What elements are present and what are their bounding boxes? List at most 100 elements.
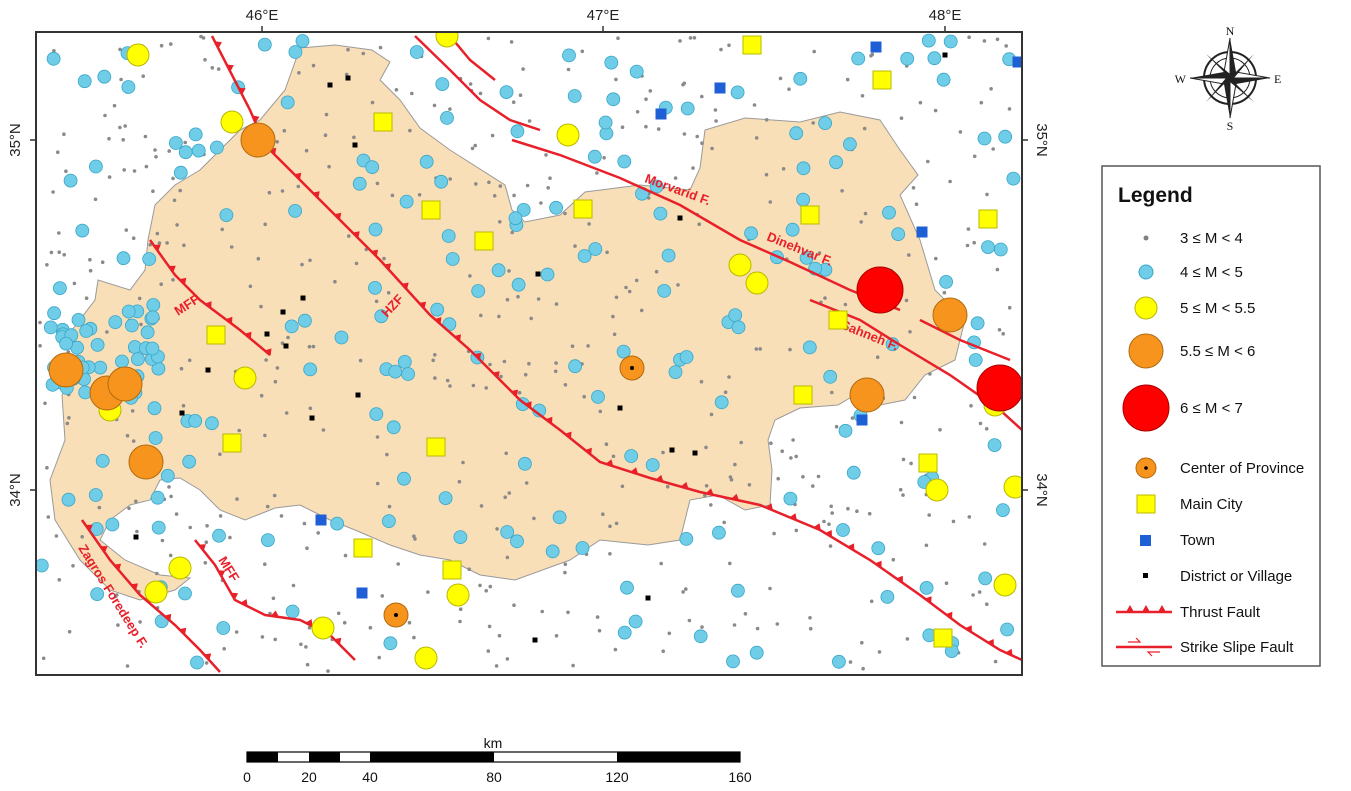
lat-tick-34-right: 34°N [1033, 473, 1050, 507]
main-city [742, 35, 762, 55]
event-m3-4 [358, 358, 363, 363]
fault-lines [80, 35, 1022, 673]
zagros-foredeep-thrust-fault [80, 519, 221, 673]
event-m3-4 [582, 394, 586, 399]
event-m4-5 [783, 491, 798, 506]
event-m4-5 [178, 586, 192, 601]
event-m4-5 [295, 34, 310, 48]
event-m3-4 [148, 242, 152, 247]
thrust-tooth [238, 87, 246, 95]
event-m3-4 [248, 284, 253, 289]
thrust-tooth [655, 474, 664, 482]
event-m3-4 [141, 74, 145, 78]
event-m3-4 [627, 289, 632, 294]
event-m4-5 [629, 64, 644, 79]
event-m3-4 [553, 369, 558, 374]
event-m3-4 [316, 531, 321, 535]
event-m4-5 [552, 510, 567, 525]
black-dot-icon [1143, 573, 1148, 578]
event-m3-4 [118, 47, 122, 52]
event-m4-5 [744, 226, 758, 241]
event-m3-4 [512, 603, 516, 607]
event-m3-4 [272, 493, 277, 498]
event-m4-5 [616, 344, 631, 359]
event-m3-4 [830, 390, 834, 395]
event-m3-4 [343, 553, 348, 558]
thrust-tooth [264, 348, 272, 356]
event-m4-5 [280, 95, 295, 110]
event-m4-5 [148, 431, 163, 445]
event-m3-4 [563, 211, 567, 216]
event-m3-4 [951, 519, 956, 524]
event-m3-4 [296, 184, 301, 189]
event-m4-5 [624, 449, 639, 463]
event-m3-4 [850, 416, 855, 420]
lon-tick-47: 47°E [587, 7, 620, 24]
event-m3-4 [368, 625, 373, 630]
event-m5-5.5 [414, 646, 438, 670]
event-m3-4 [563, 570, 567, 575]
event-m3-4 [386, 291, 391, 295]
event-m3-4 [861, 666, 865, 671]
event-m3-4 [614, 521, 619, 526]
event-m5.5-6 [932, 297, 968, 333]
event-m3-4 [113, 594, 118, 599]
event-m5-5.5 [556, 123, 580, 147]
event-m4-5 [829, 155, 843, 170]
compass-s: S [1227, 119, 1234, 133]
event-m3-4 [498, 220, 502, 224]
event-m4-5 [397, 354, 412, 369]
event-m4-5 [645, 458, 660, 472]
event-m3-4 [728, 561, 732, 566]
event-m3-4 [486, 36, 491, 41]
event-m3-4 [823, 296, 827, 300]
event-m4-5 [434, 174, 449, 189]
settlements [133, 35, 1022, 648]
scale-label-80: 80 [486, 769, 502, 785]
event-m3-4 [107, 175, 112, 179]
event-m4-5 [617, 625, 632, 640]
event-m3-4 [544, 153, 548, 157]
event-m3-4 [661, 450, 665, 455]
event-m3-4 [614, 295, 619, 300]
event-m3-4 [494, 664, 499, 668]
event-m3-4 [125, 664, 130, 668]
event-m3-4 [739, 440, 743, 445]
event-m3-4 [179, 366, 184, 371]
event-m3-4 [291, 583, 296, 588]
event-m3-4 [846, 506, 850, 511]
event-m3-4 [495, 527, 499, 531]
district-or-village [645, 595, 651, 601]
event-m3-4 [168, 553, 173, 558]
event-m3-4 [587, 222, 591, 226]
event-m3-4 [608, 552, 612, 556]
event-m4-5 [823, 369, 838, 384]
event-m3-4 [155, 231, 160, 236]
event-m3-4 [304, 148, 309, 153]
event-m4-5 [657, 283, 672, 298]
event-m3-4 [788, 347, 792, 352]
main-city [933, 628, 953, 648]
event-m4-5 [386, 420, 401, 435]
event-m3-4 [479, 504, 484, 508]
event-m4-5 [97, 69, 112, 84]
lon-tick-48: 48°E [929, 7, 962, 24]
blue-square-icon [1140, 535, 1151, 546]
main-city [918, 453, 938, 473]
event-m3-4 [791, 438, 795, 442]
event-m3-4 [474, 182, 478, 186]
main-city [828, 310, 848, 330]
event-m4-5 [577, 249, 592, 263]
event-m3-4 [848, 660, 853, 664]
event-m3-4 [216, 67, 221, 71]
event-m3-4 [282, 128, 287, 133]
event-m3-4 [869, 54, 873, 58]
event-m4-5 [1006, 171, 1021, 186]
event-m4-5 [409, 45, 424, 59]
event-m3-4 [972, 240, 976, 245]
thrust-tooth [85, 524, 93, 532]
event-m4-5 [567, 89, 582, 103]
event-m3-4 [299, 642, 303, 647]
lon-tick-46: 46°E [246, 7, 279, 24]
event-m3-4 [370, 100, 375, 105]
